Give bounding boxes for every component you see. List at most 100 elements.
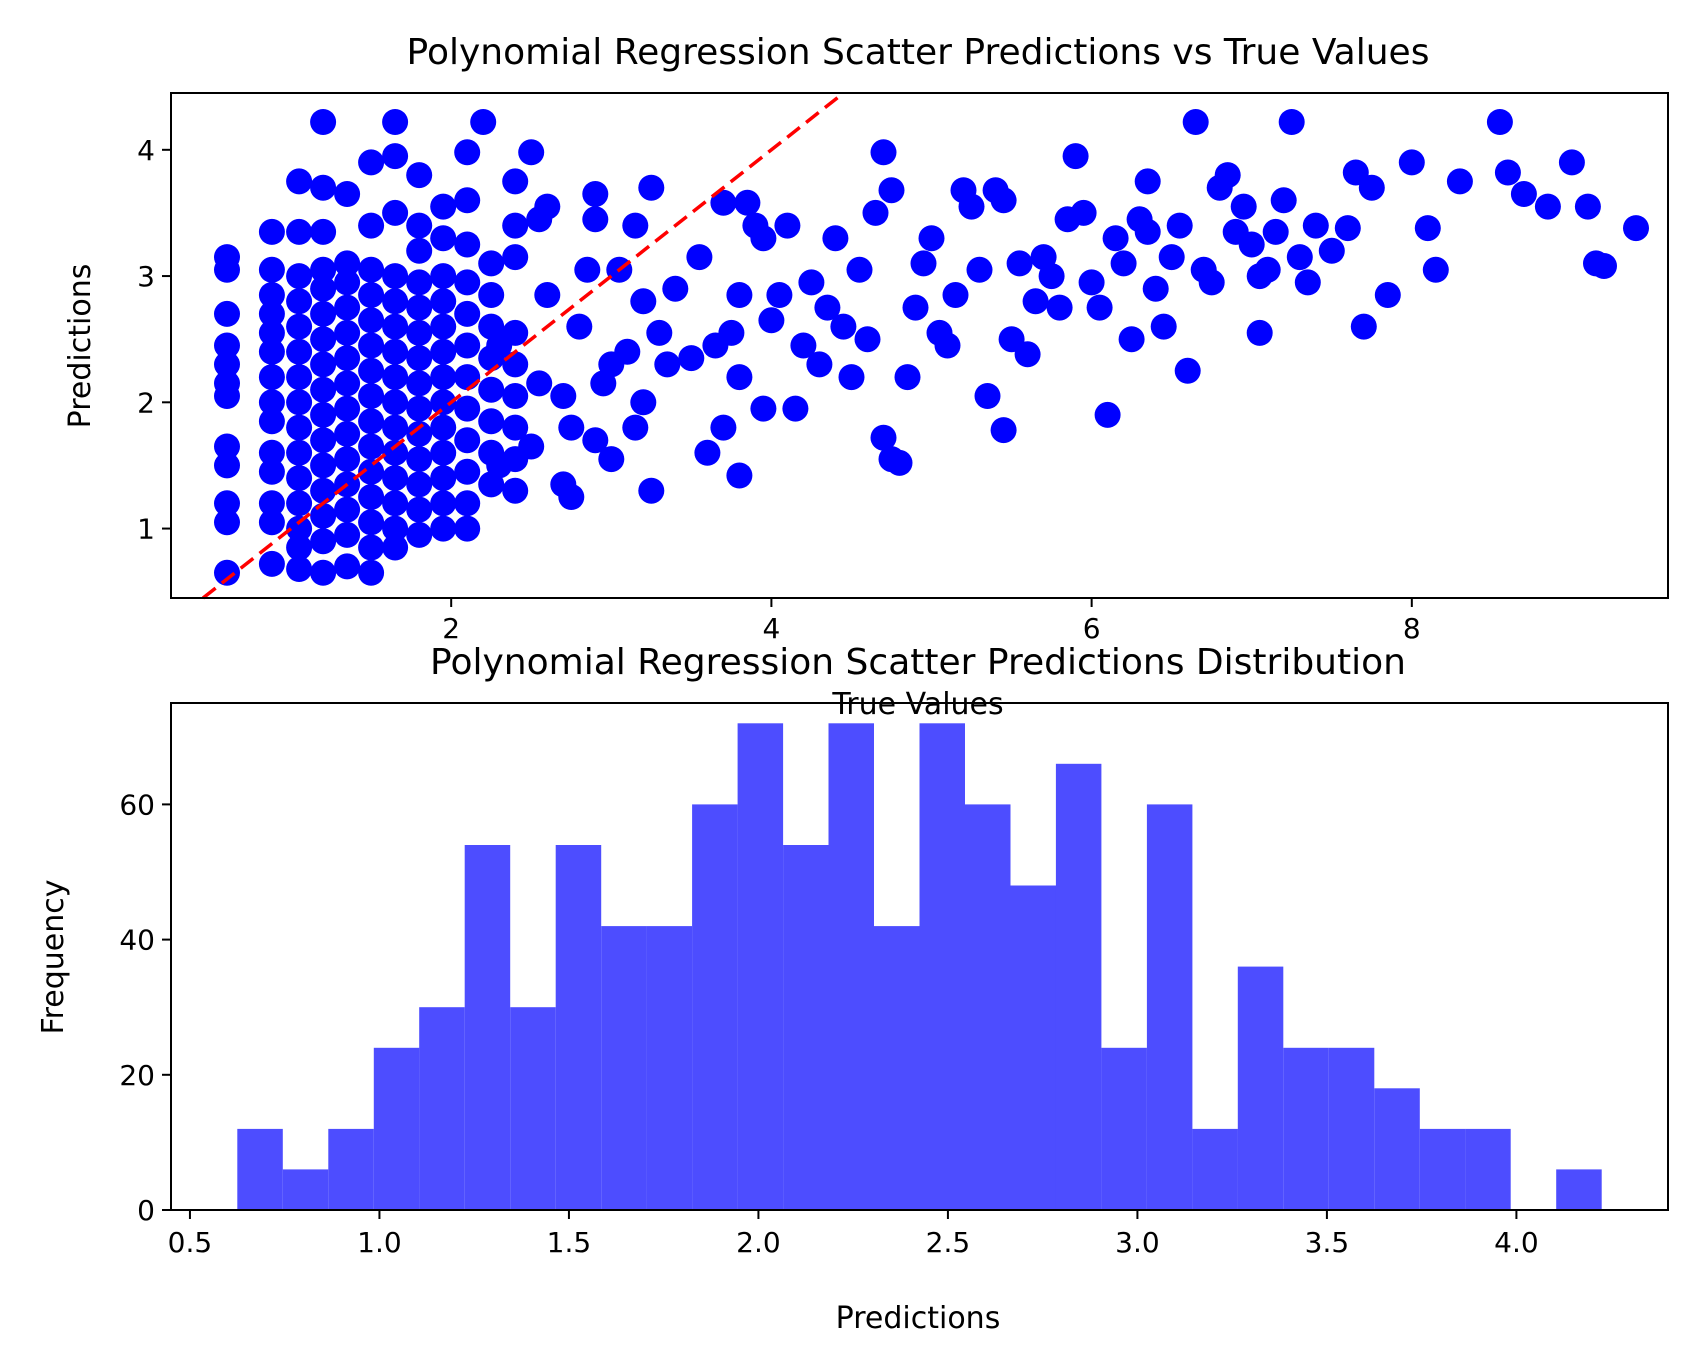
scatter-point	[454, 395, 481, 422]
histogram-bar	[1374, 1088, 1420, 1210]
histogram-panel: 0.5 1.0 1.5 2.0 2.5 3.0 3.5 4.0 0 20 40 60 Polynom…	[36, 642, 1669, 1336]
scatter-x-tick-label: 4	[762, 612, 780, 645]
scatter-point	[310, 477, 337, 504]
scatter-point	[1286, 244, 1313, 271]
scatter-point	[766, 282, 793, 308]
scatter-point	[1182, 109, 1209, 135]
histogram-bar	[965, 804, 1011, 1210]
histogram-x-axis: 0.5 1.0 1.5 2.0 2.5 3.0 3.5 4.0	[168, 1210, 1539, 1259]
scatter-point	[838, 364, 865, 391]
scatter-point	[1262, 218, 1289, 245]
scatter-point	[1254, 256, 1281, 283]
scatter-x-tick-label: 6	[1083, 612, 1101, 645]
scatter-point	[258, 300, 285, 327]
scatter-point	[358, 534, 385, 561]
scatter-point	[1398, 149, 1425, 176]
scatter-point	[358, 282, 385, 308]
histogram-bar	[874, 926, 920, 1210]
scatter-point	[574, 256, 601, 283]
histogram-y-tick-label: 20	[119, 1059, 155, 1092]
scatter-point	[902, 294, 929, 321]
scatter-point	[502, 319, 529, 346]
scatter-panel: Polynomial Regression Scatter Prediction…	[63, 32, 1669, 722]
scatter-point	[258, 389, 285, 416]
scatter-point	[1214, 162, 1241, 189]
scatter-point	[558, 414, 585, 441]
scatter-point	[286, 288, 313, 315]
histogram-bar	[282, 1169, 329, 1210]
scatter-point	[1294, 269, 1321, 296]
scatter-point	[310, 401, 337, 428]
scatter-point	[286, 439, 313, 466]
scatter-point	[214, 300, 240, 327]
scatter-point	[358, 307, 385, 334]
scatter-point	[1142, 275, 1169, 302]
scatter-point	[622, 212, 649, 239]
reference-line	[201, 91, 845, 600]
histogram-bar	[919, 723, 965, 1210]
scatter-point	[214, 244, 240, 271]
scatter-point	[1334, 215, 1361, 242]
scatter-point	[334, 496, 361, 523]
histogram-x-tick-label: 4.0	[1494, 1226, 1539, 1259]
scatter-point	[502, 383, 529, 409]
scatter-point	[286, 515, 313, 542]
scatter-point	[1110, 250, 1137, 277]
scatter-point	[1270, 187, 1297, 214]
histogram-bar	[737, 723, 784, 1210]
scatter-point	[718, 319, 745, 346]
scatter-point	[1422, 256, 1449, 283]
scatter-point	[1358, 174, 1385, 201]
scatter-point	[502, 477, 529, 504]
scatter-point	[382, 389, 409, 416]
scatter-point	[382, 263, 409, 290]
scatter-point	[750, 225, 777, 252]
histogram-bar	[373, 1047, 420, 1210]
scatter-point	[502, 168, 529, 195]
scatter-point	[430, 338, 457, 365]
scatter-point	[286, 490, 313, 517]
scatter-point	[646, 319, 673, 346]
scatter-point	[286, 534, 313, 561]
scatter-point	[406, 471, 433, 498]
scatter-point	[430, 288, 457, 315]
scatter-point	[258, 458, 285, 485]
scatter-point	[454, 231, 481, 258]
scatter-point	[942, 282, 969, 308]
scatter-point	[1623, 215, 1649, 242]
scatter-point	[382, 515, 409, 542]
scatter-point	[358, 212, 385, 239]
scatter-point	[382, 439, 409, 466]
scatter-point	[726, 462, 753, 489]
scatter-point	[310, 528, 337, 555]
scatter-point	[430, 313, 457, 340]
scatter-point	[358, 256, 385, 283]
scatter-point	[878, 177, 905, 204]
scatter-point	[662, 275, 689, 302]
histogram-plot-area	[170, 702, 1669, 1211]
scatter-point	[1278, 109, 1305, 135]
scatter-point	[1534, 193, 1561, 220]
scatter-point	[358, 559, 385, 586]
scatter-plot-area	[170, 92, 1669, 599]
scatter-point	[358, 332, 385, 359]
histogram-bar	[1192, 1128, 1238, 1210]
scatter-point	[958, 193, 985, 220]
scatter-point	[310, 275, 337, 302]
scatter-point	[406, 269, 433, 296]
scatter-point	[430, 465, 457, 492]
scatter-point	[1158, 244, 1185, 271]
scatter-point	[258, 439, 285, 466]
scatter-point	[358, 433, 385, 460]
scatter-point	[382, 490, 409, 517]
scatter-point	[382, 288, 409, 315]
scatter-point	[310, 559, 337, 586]
scatter-point	[454, 139, 481, 166]
scatter-point	[806, 351, 833, 378]
scatter-point	[1046, 294, 1073, 321]
scatter-point	[310, 452, 337, 479]
scatter-point	[1446, 168, 1473, 195]
scatter-point	[214, 433, 240, 460]
scatter-point	[334, 294, 361, 321]
